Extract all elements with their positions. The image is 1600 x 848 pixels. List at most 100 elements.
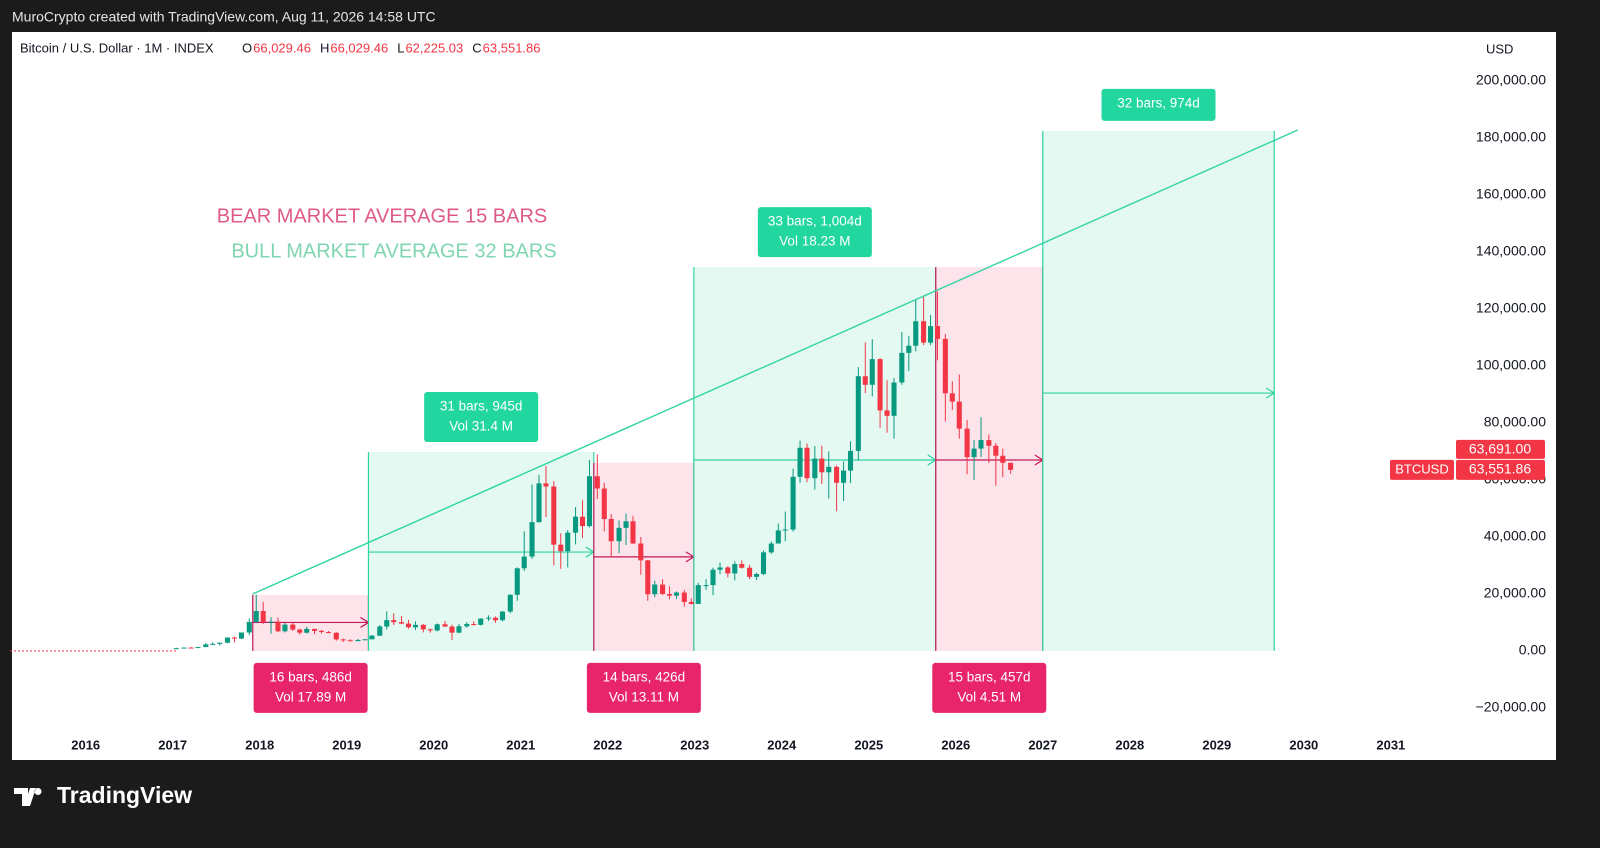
y-tick-label: 100,000.00 [1476, 357, 1546, 373]
candle-body [499, 611, 506, 621]
range-label: Vol 31.4 M [449, 419, 513, 434]
candle-body [695, 585, 701, 604]
candle-body [195, 647, 201, 649]
candle-body [464, 623, 470, 627]
candle-body [645, 560, 651, 595]
candle-body [608, 518, 614, 542]
candle-body [834, 466, 840, 483]
candle-body [630, 521, 636, 544]
symbol-label: BTCUSD [1395, 461, 1448, 476]
candle-body [297, 629, 303, 633]
candle-body [405, 623, 412, 628]
x-tick-label: 2030 [1289, 737, 1318, 752]
candle-body [681, 592, 687, 602]
symbol-label-box [1390, 459, 1454, 480]
x-tick-label: 2031 [1376, 737, 1405, 752]
x-tick-label: 2024 [767, 737, 797, 752]
x-tick-label: 2019 [332, 737, 361, 752]
x-tick-label: 2018 [245, 737, 274, 752]
candle-body [623, 521, 629, 528]
candle-body [660, 584, 666, 594]
y-tick-label: 20,000.00 [1484, 585, 1546, 601]
range-label: 32 bars, 974d [1117, 95, 1200, 110]
price-label: 63,691.00 [1469, 441, 1531, 457]
candle-body [384, 620, 390, 627]
candle-body [340, 639, 346, 641]
symbol: Bitcoin / U.S. Dollar · 1M · INDEX [20, 40, 214, 55]
y-tick-label: 0.00 [1519, 642, 1546, 658]
candle-body [703, 585, 709, 587]
legend-value: 66,029.46 [330, 40, 388, 55]
candle-body [573, 516, 579, 533]
candle-body [847, 450, 854, 471]
candle-body [688, 601, 694, 604]
candle-body [412, 624, 418, 628]
candle-body [775, 530, 781, 544]
x-tick-label: 2020 [419, 737, 448, 752]
x-tick-label: 2029 [1202, 737, 1231, 752]
legend-value: 66,029.46 [253, 40, 311, 55]
candle-body [841, 470, 847, 483]
legend-value: 62,225.03 [405, 40, 463, 55]
candle-body [601, 488, 607, 519]
candle-body [978, 440, 984, 449]
candle-body [804, 447, 810, 479]
candle-body [754, 573, 760, 577]
range-label: 33 bars, 1,004d [768, 214, 862, 229]
candle-body [732, 564, 738, 574]
x-tick-label: 2021 [506, 737, 535, 752]
range-label: Vol 4.51 M [957, 689, 1021, 704]
legend-prefix: O [242, 40, 252, 55]
candle-body [586, 476, 593, 527]
price-label-box [1456, 459, 1545, 480]
candle-body [442, 624, 448, 627]
legend-prefix: L [397, 40, 404, 55]
range-label: 31 bars, 945d [440, 399, 523, 414]
candle-body [594, 476, 600, 489]
range-label: 14 bars, 426d [603, 669, 686, 684]
candle-body [579, 516, 586, 527]
candle-body [949, 393, 955, 402]
bull-annotation: BULL MARKET AVERAGE 32 BARS [231, 240, 556, 262]
x-tick-label: 2028 [1115, 737, 1144, 752]
candle-body [203, 644, 209, 648]
candle-body [638, 543, 644, 561]
candle-body [869, 359, 875, 385]
candle-body [456, 626, 462, 633]
range-arrow [1042, 387, 1276, 399]
y-tick-label: 120,000.00 [1476, 300, 1546, 316]
candle-body [529, 522, 535, 557]
candle-body [906, 345, 912, 353]
ohlc-legend: O 66,029.46 H 66,029.46 L 62,225.03 C 63,551.86 [242, 40, 541, 55]
candle-body [899, 352, 905, 383]
range-label-box [424, 392, 539, 443]
candle-body [478, 618, 484, 625]
x-tick-label: 2027 [1028, 737, 1057, 752]
candle-body [855, 376, 861, 451]
credit: MuroCrypto created with TradingView.com,… [12, 9, 436, 25]
range-label-box [586, 662, 701, 713]
candle-body [913, 321, 919, 346]
candle-body [760, 552, 767, 574]
candle-body [797, 447, 803, 477]
candle-body [449, 626, 455, 633]
range-label: Vol 18.23 M [779, 234, 850, 249]
candle-body [173, 648, 179, 650]
range-label-box [757, 207, 872, 258]
candle-body [399, 622, 405, 624]
candle-body [238, 632, 244, 639]
range-label: 15 bars, 457d [948, 669, 1031, 684]
legend-value: 63,551.86 [483, 40, 541, 55]
price-label-box [1456, 439, 1545, 459]
x-tick-label: 2025 [854, 737, 883, 752]
candle-body [377, 626, 383, 636]
candle-body [934, 326, 941, 339]
candle-body [507, 594, 513, 612]
logo-icon [14, 788, 42, 806]
candle-body [347, 640, 353, 642]
candle-body [1008, 462, 1014, 470]
candle-body [181, 647, 187, 649]
candle-body [514, 568, 520, 595]
candle-body [725, 567, 731, 574]
candle-body [652, 584, 658, 595]
